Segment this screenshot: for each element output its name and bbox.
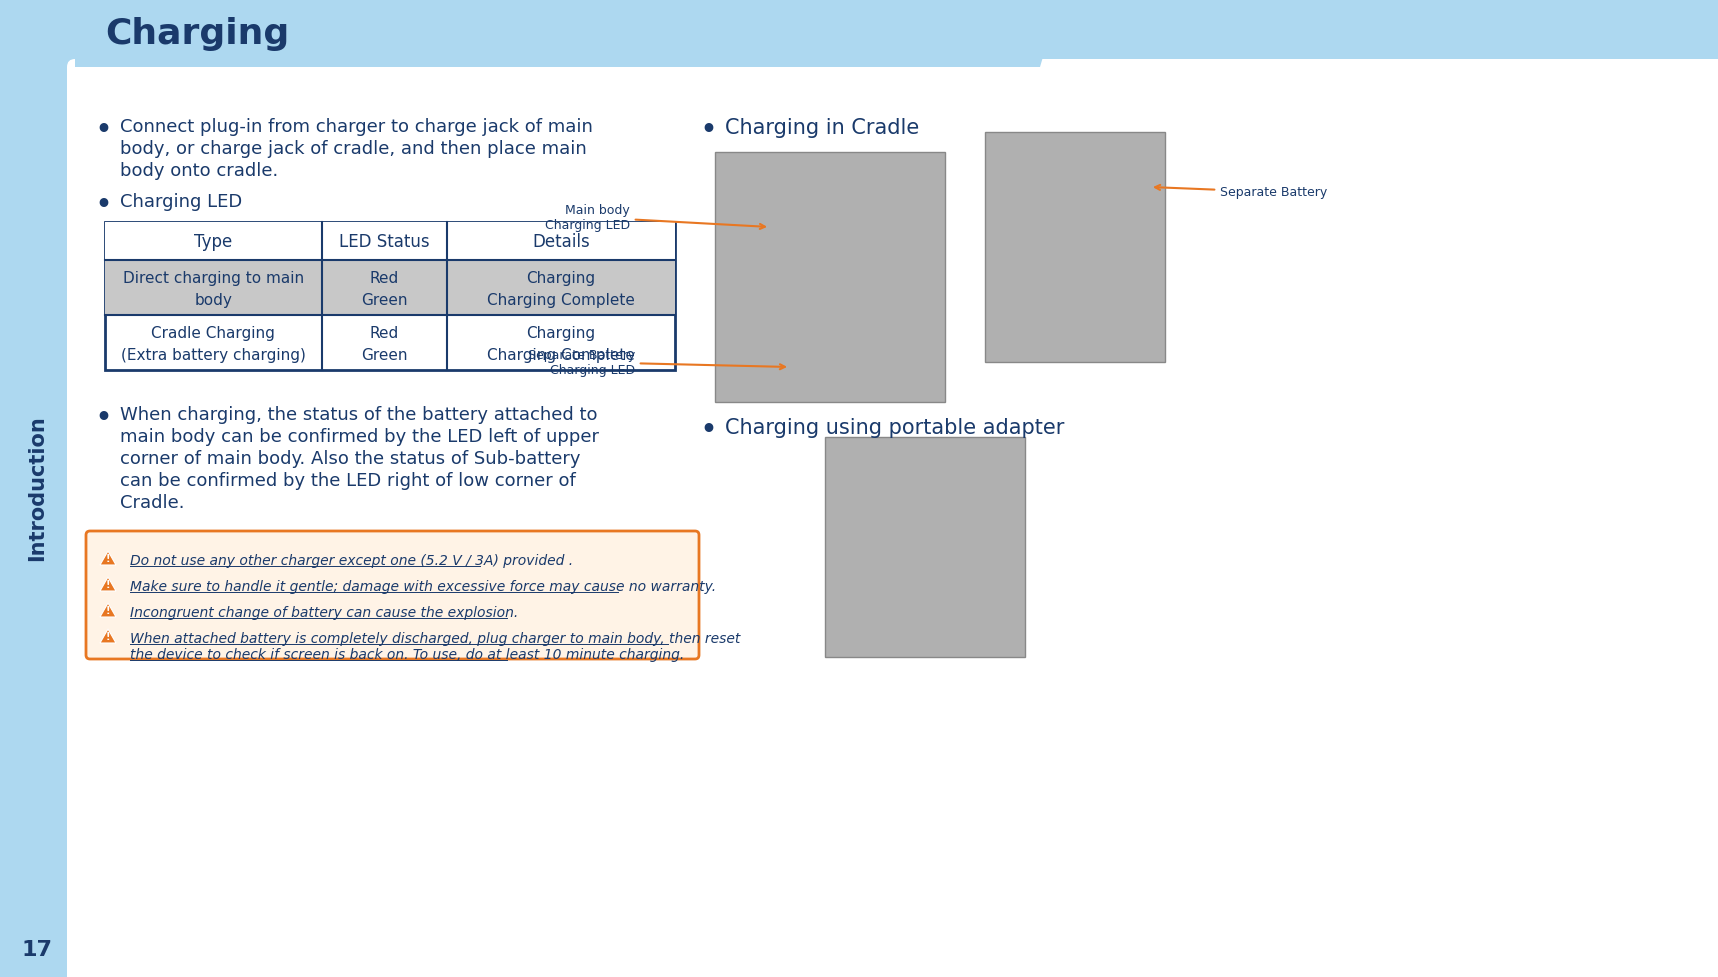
Text: •: • xyxy=(699,417,716,442)
Text: •: • xyxy=(94,405,112,430)
FancyBboxPatch shape xyxy=(984,133,1165,362)
Text: Green: Green xyxy=(361,293,407,308)
Text: Details: Details xyxy=(533,233,589,251)
Polygon shape xyxy=(100,577,117,591)
Text: Main body
Charging LED: Main body Charging LED xyxy=(545,204,765,232)
Polygon shape xyxy=(76,0,1060,68)
Text: !: ! xyxy=(107,606,110,616)
Text: •: • xyxy=(94,118,112,142)
Text: (Extra battery charging): (Extra battery charging) xyxy=(120,348,306,362)
Text: Cradle.: Cradle. xyxy=(120,493,184,512)
FancyBboxPatch shape xyxy=(715,152,945,403)
Text: Make sure to handle it gentle; damage with excessive force may cause no warranty: Make sure to handle it gentle; damage wi… xyxy=(131,579,716,593)
Text: Separate Battery: Separate Battery xyxy=(1154,186,1328,199)
Text: Charging: Charging xyxy=(526,271,596,285)
Text: Green: Green xyxy=(361,348,407,362)
Text: Cradle Charging: Cradle Charging xyxy=(151,325,275,341)
Text: main body can be confirmed by the LED left of upper: main body can be confirmed by the LED le… xyxy=(120,428,600,446)
Text: Do not use any other charger except one (5.2 V / 3A) provided .: Do not use any other charger except one … xyxy=(131,553,574,568)
FancyBboxPatch shape xyxy=(825,438,1026,658)
Text: When charging, the status of the battery attached to: When charging, the status of the battery… xyxy=(120,405,598,424)
Text: Separate Battery
Charging LED: Separate Battery Charging LED xyxy=(527,349,785,376)
Text: corner of main body. Also the status of Sub-battery: corner of main body. Also the status of … xyxy=(120,449,581,468)
Text: Red: Red xyxy=(369,271,399,285)
Text: Type: Type xyxy=(194,233,232,251)
Text: Connect plug-in from charger to charge jack of main: Connect plug-in from charger to charge j… xyxy=(120,118,593,136)
Text: •: • xyxy=(699,118,716,142)
Polygon shape xyxy=(100,604,117,617)
Text: •: • xyxy=(94,192,112,217)
Text: body, or charge jack of cradle, and then place main: body, or charge jack of cradle, and then… xyxy=(120,140,588,158)
Text: !: ! xyxy=(107,553,110,564)
Text: can be confirmed by the LED right of low corner of: can be confirmed by the LED right of low… xyxy=(120,472,576,489)
Text: Charging: Charging xyxy=(105,17,289,51)
Text: LED Status: LED Status xyxy=(338,233,430,251)
Polygon shape xyxy=(100,551,117,566)
Text: Charging: Charging xyxy=(526,325,596,341)
FancyBboxPatch shape xyxy=(67,60,1718,977)
Text: When attached battery is completely discharged, plug charger to main body, then : When attached battery is completely disc… xyxy=(131,631,740,646)
Text: Charging using portable adapter: Charging using portable adapter xyxy=(725,417,1065,438)
Text: body: body xyxy=(194,293,232,308)
Text: Charging Complete: Charging Complete xyxy=(488,293,636,308)
FancyBboxPatch shape xyxy=(105,223,675,370)
Text: Charging LED: Charging LED xyxy=(120,192,242,211)
Polygon shape xyxy=(100,629,117,643)
FancyBboxPatch shape xyxy=(0,0,76,977)
Text: Red: Red xyxy=(369,325,399,341)
Text: !: ! xyxy=(107,579,110,589)
Text: Charging in Cradle: Charging in Cradle xyxy=(725,118,919,138)
Text: 17: 17 xyxy=(22,939,53,959)
Text: Direct charging to main: Direct charging to main xyxy=(122,271,304,285)
FancyBboxPatch shape xyxy=(105,261,675,316)
Text: !: ! xyxy=(107,631,110,641)
Text: Introduction: Introduction xyxy=(27,414,46,560)
Text: body onto cradle.: body onto cradle. xyxy=(120,162,278,180)
Text: Incongruent change of battery can cause the explosion.: Incongruent change of battery can cause … xyxy=(131,606,519,619)
FancyBboxPatch shape xyxy=(105,223,675,261)
Text: the device to check if screen is back on. To use, do at least 10 minute charging: the device to check if screen is back on… xyxy=(131,648,684,661)
Text: Charging Complete: Charging Complete xyxy=(488,348,636,362)
FancyBboxPatch shape xyxy=(86,531,699,659)
